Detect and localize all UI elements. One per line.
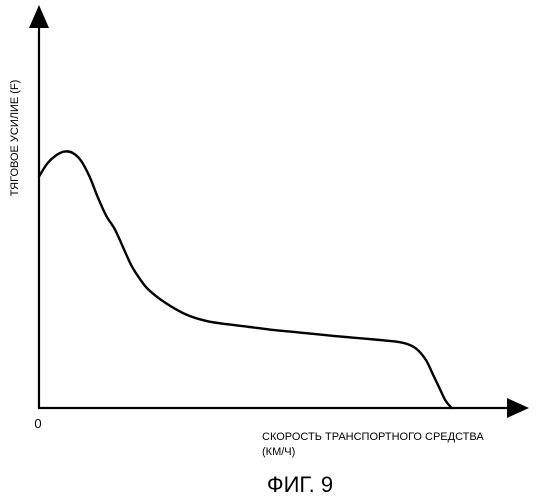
y-axis-arrow [29,5,49,28]
traction-force-curve [39,151,452,408]
x-axis-unit-label: (КМ/Ч) [262,446,295,458]
x-axis-arrow [507,398,529,418]
y-axis-label: ТЯГОВОЕ УСИЛИЕ (F) [9,80,21,197]
figure-caption: ФИГ. 9 [267,472,333,497]
origin-label: 0 [34,416,41,431]
series-layer [39,151,452,408]
x-axis-label: СКОРОСТЬ ТРАНСПОРТНОГО СРЕДСТВА [262,431,484,443]
